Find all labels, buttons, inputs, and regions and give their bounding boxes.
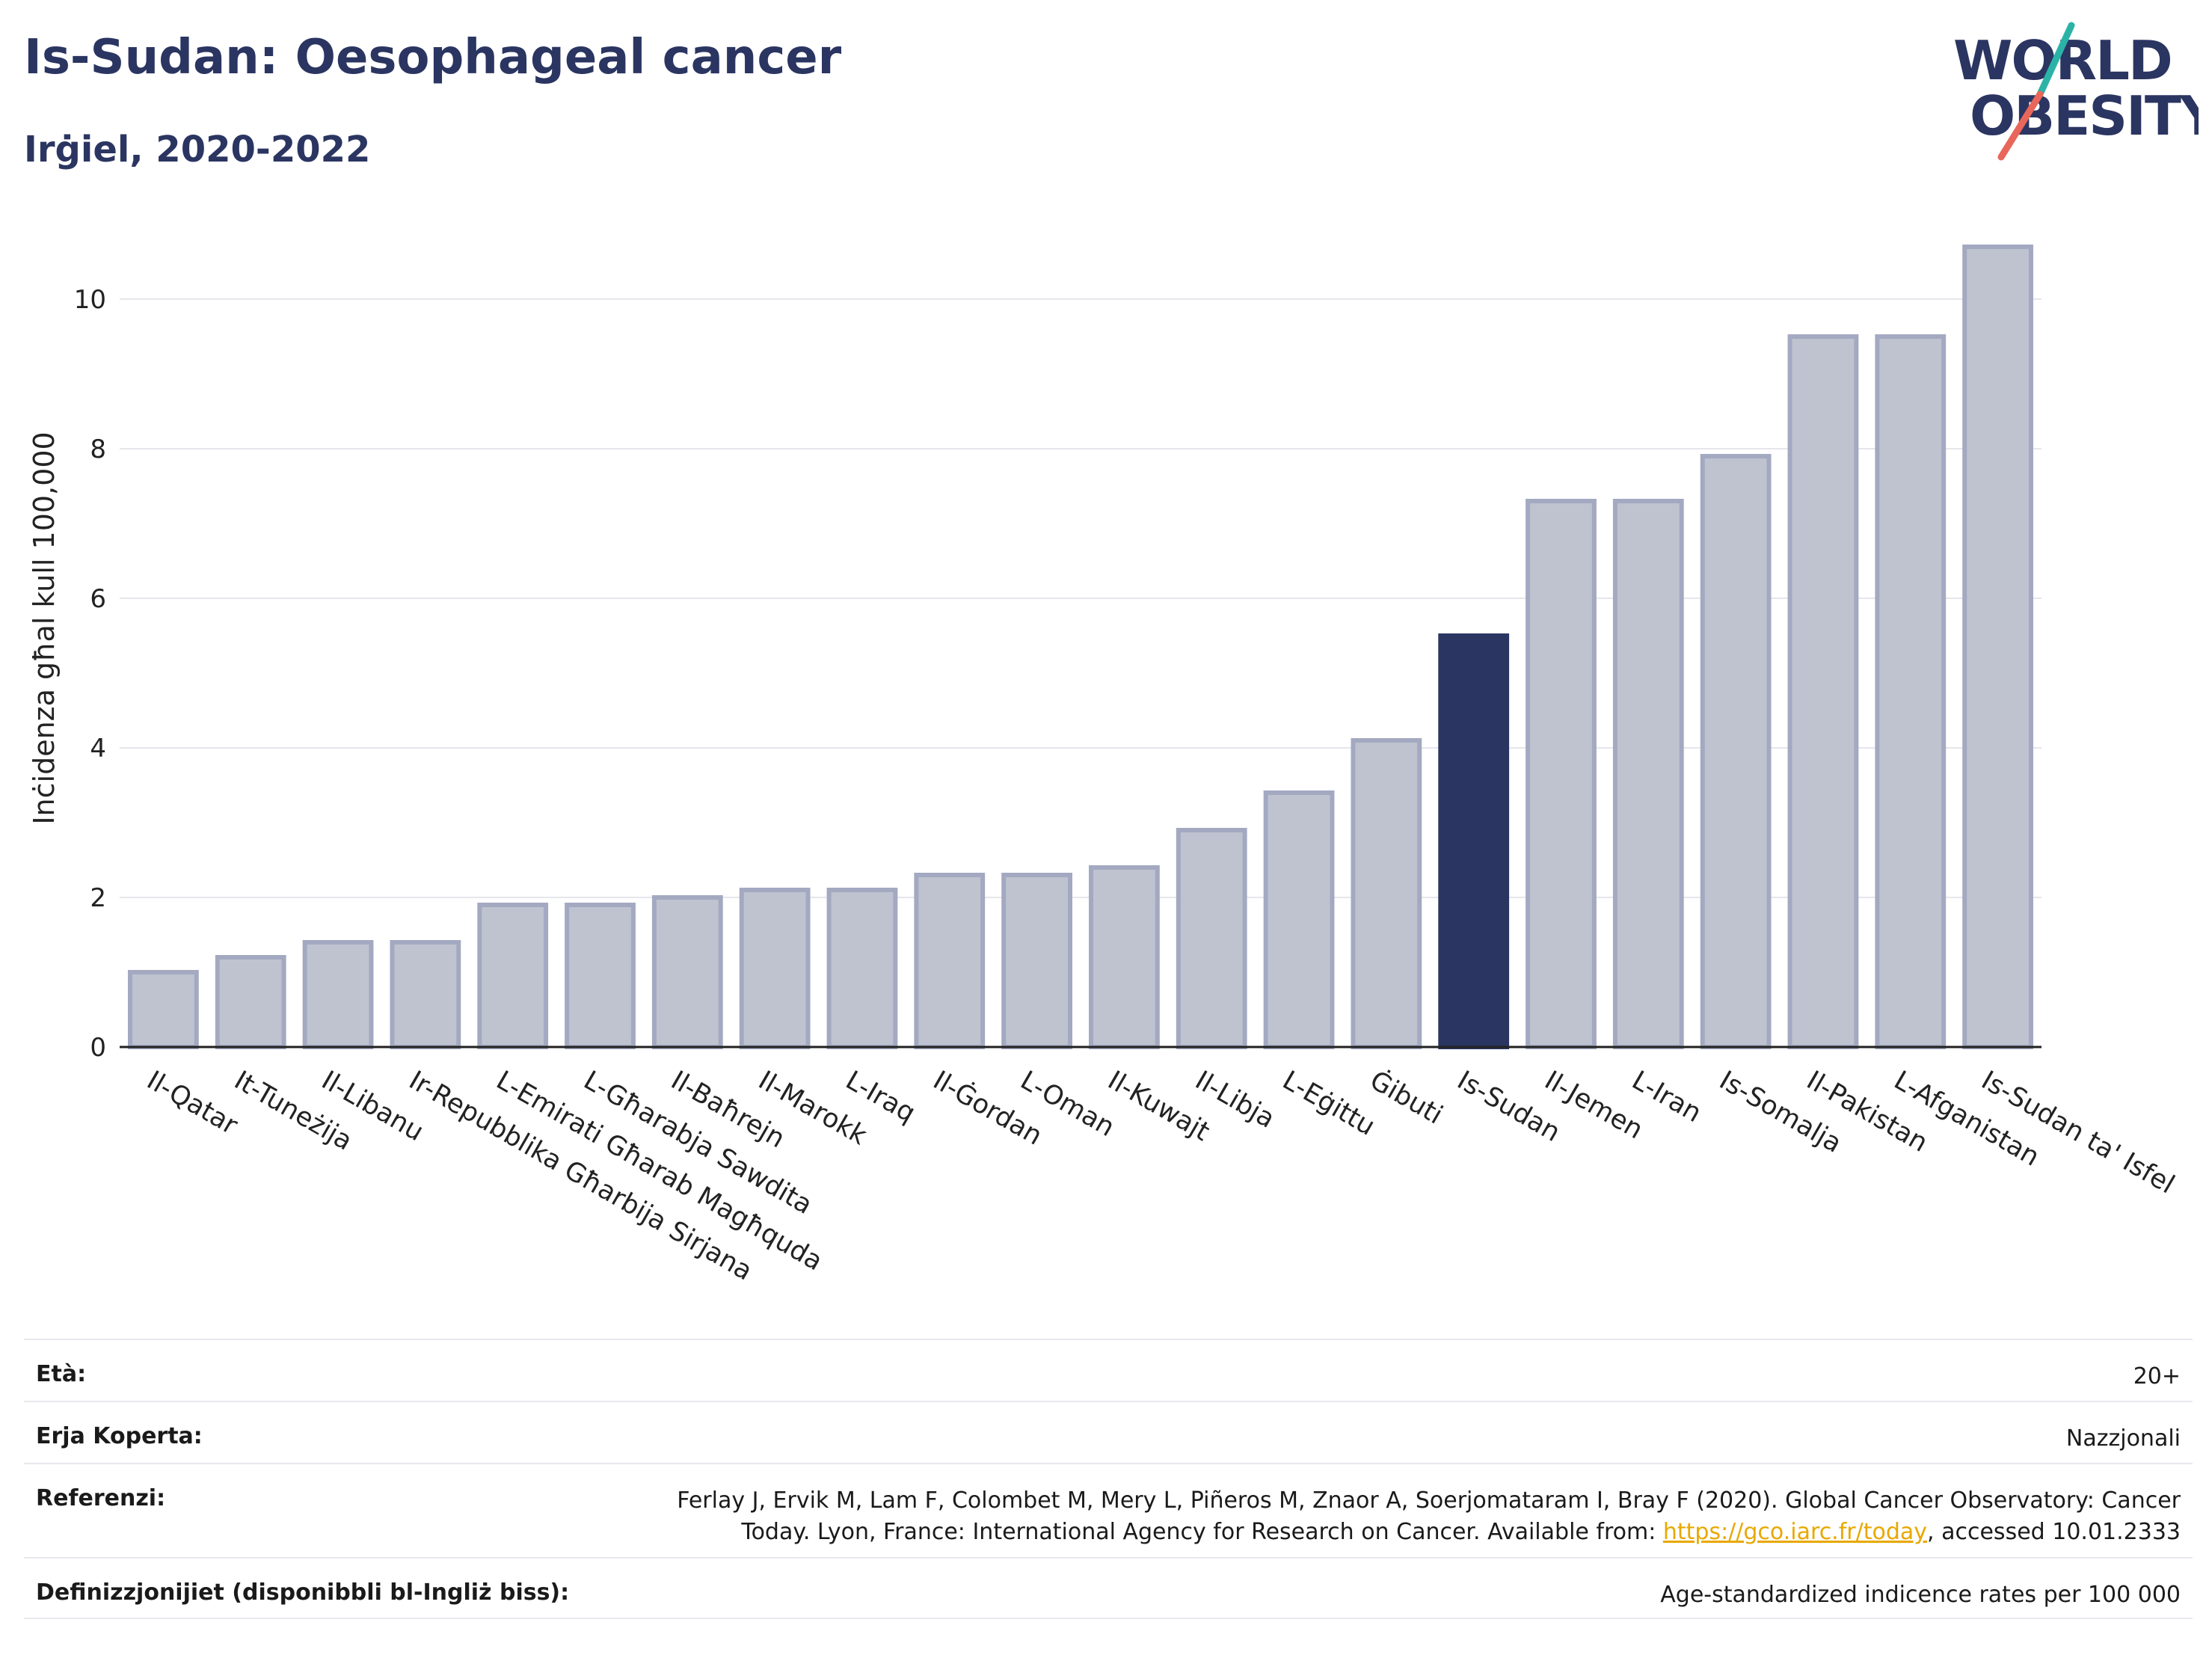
info-value-definitions: Age-standardized indicence rates per 100… [1660, 1582, 2181, 1608]
chart-subtitle: Irġiel, 2020-2022 [24, 129, 371, 171]
bar-ir-repubblika-g-arbija-sirjana[interactable] [390, 940, 461, 1049]
bar-l-iraq[interactable] [826, 888, 898, 1049]
bar-il-kuwajt[interactable] [1089, 865, 1160, 1049]
logo-slash-coral [1997, 90, 2044, 161]
bar--ibuti[interactable] [1351, 738, 1422, 1049]
bar-l-e-ittu[interactable] [1263, 790, 1335, 1049]
logo-word-obesity: OBESITY [1970, 85, 2199, 147]
info-row-references: Referenzi: Ferlay J, Ervik M, Lam F, Col… [24, 1463, 2193, 1557]
x-category-labels: Il-QatarIt-TuneżijaIl-LibanuIr-Repubblik… [142, 1064, 2180, 1287]
reference-line-1: Ferlay J, Ervik M, Lam F, Colombet M, Me… [677, 1487, 2181, 1514]
y-tick-label: 8 [90, 435, 106, 464]
y-tick-label: 4 [90, 734, 106, 764]
info-row-area: Erja Koperta: Nazzjonali [24, 1401, 2193, 1463]
bar-il-marokk[interactable] [739, 888, 811, 1049]
bar-l-iran[interactable] [1612, 499, 1684, 1049]
bar-il-libanu[interactable] [302, 940, 374, 1049]
bar-il-ba-rejn[interactable] [651, 895, 723, 1049]
info-key-age: Età: [36, 1361, 87, 1387]
bar-l-afganistan[interactable] [1875, 334, 1947, 1049]
info-key-area: Erja Koperta: [36, 1423, 203, 1449]
reference-line-2-pre: Today. Lyon, France: International Agenc… [741, 1519, 1663, 1545]
reference-line-2-post: , accessed 10.01.2333 [1927, 1519, 2181, 1545]
bar-l-g-arabja-sawdita[interactable] [565, 903, 636, 1049]
bars [128, 245, 2033, 1049]
world-obesity-logo: WORLD OBESITY [1953, 22, 2199, 161]
info-value-area: Nazzjonali [2065, 1425, 2181, 1452]
bar-l-oman[interactable] [1001, 873, 1072, 1049]
bar-it-tune-ija[interactable] [215, 955, 286, 1049]
bar-l-emirati-g-arab-mag-quda[interactable] [477, 903, 549, 1049]
info-value-age: 20+ [2133, 1363, 2181, 1390]
reference-link[interactable]: https://gco.iarc.fr/today [1662, 1519, 1928, 1545]
y-tick-label: 2 [90, 883, 106, 913]
y-tick-label: 6 [90, 584, 106, 614]
info-row-age: Età: 20+ [24, 1339, 2193, 1401]
bar-il-ordan[interactable] [914, 873, 986, 1049]
info-row-definitions: Definizzjonijiet (disponibbli bl-Ingliż … [24, 1557, 2193, 1619]
logo-slash-teal [2036, 22, 2075, 98]
x-category-label: L-Afganistan [1889, 1066, 2044, 1173]
y-tick-label: 0 [90, 1033, 106, 1063]
bar-il-pakistan[interactable] [1787, 334, 1859, 1049]
bar-il-libja[interactable] [1176, 828, 1247, 1049]
info-key-references: Referenzi: [36, 1485, 166, 1511]
info-value-references: Ferlay J, Ervik M, Lam F, Colombet M, Me… [677, 1485, 2181, 1548]
y-axis-title: Inċidenza għal kull 100,000 [28, 432, 61, 824]
bar-chart: 0 2 4 6 8 10 Il-QatarIt-TuneżijaIl-LibanuIr-R… [28, 245, 2180, 1287]
bar-is-sudan-ta-isfel[interactable] [1962, 245, 2033, 1049]
bar-il-qatar[interactable] [128, 970, 199, 1049]
y-tick-label: 10 [74, 285, 106, 315]
info-table: Età: 20+ Erja Koperta: Nazzjonali Refere… [24, 1339, 2193, 1619]
bar-is-sudan[interactable] [1438, 633, 1510, 1049]
x-category-label: Il-Qatar [142, 1066, 243, 1141]
bar-is-somalja[interactable] [1700, 454, 1772, 1049]
info-key-definitions: Definizzjonijiet (disponibbli bl-Ingliż … [36, 1579, 570, 1606]
y-tick-labels: 0 2 4 6 8 10 [74, 285, 106, 1063]
bar-il-jemen[interactable] [1526, 499, 1597, 1049]
x-category-label: L-Eġittu [1277, 1066, 1380, 1142]
chart-title: Is-Sudan: Oesophageal cancer [24, 30, 842, 85]
